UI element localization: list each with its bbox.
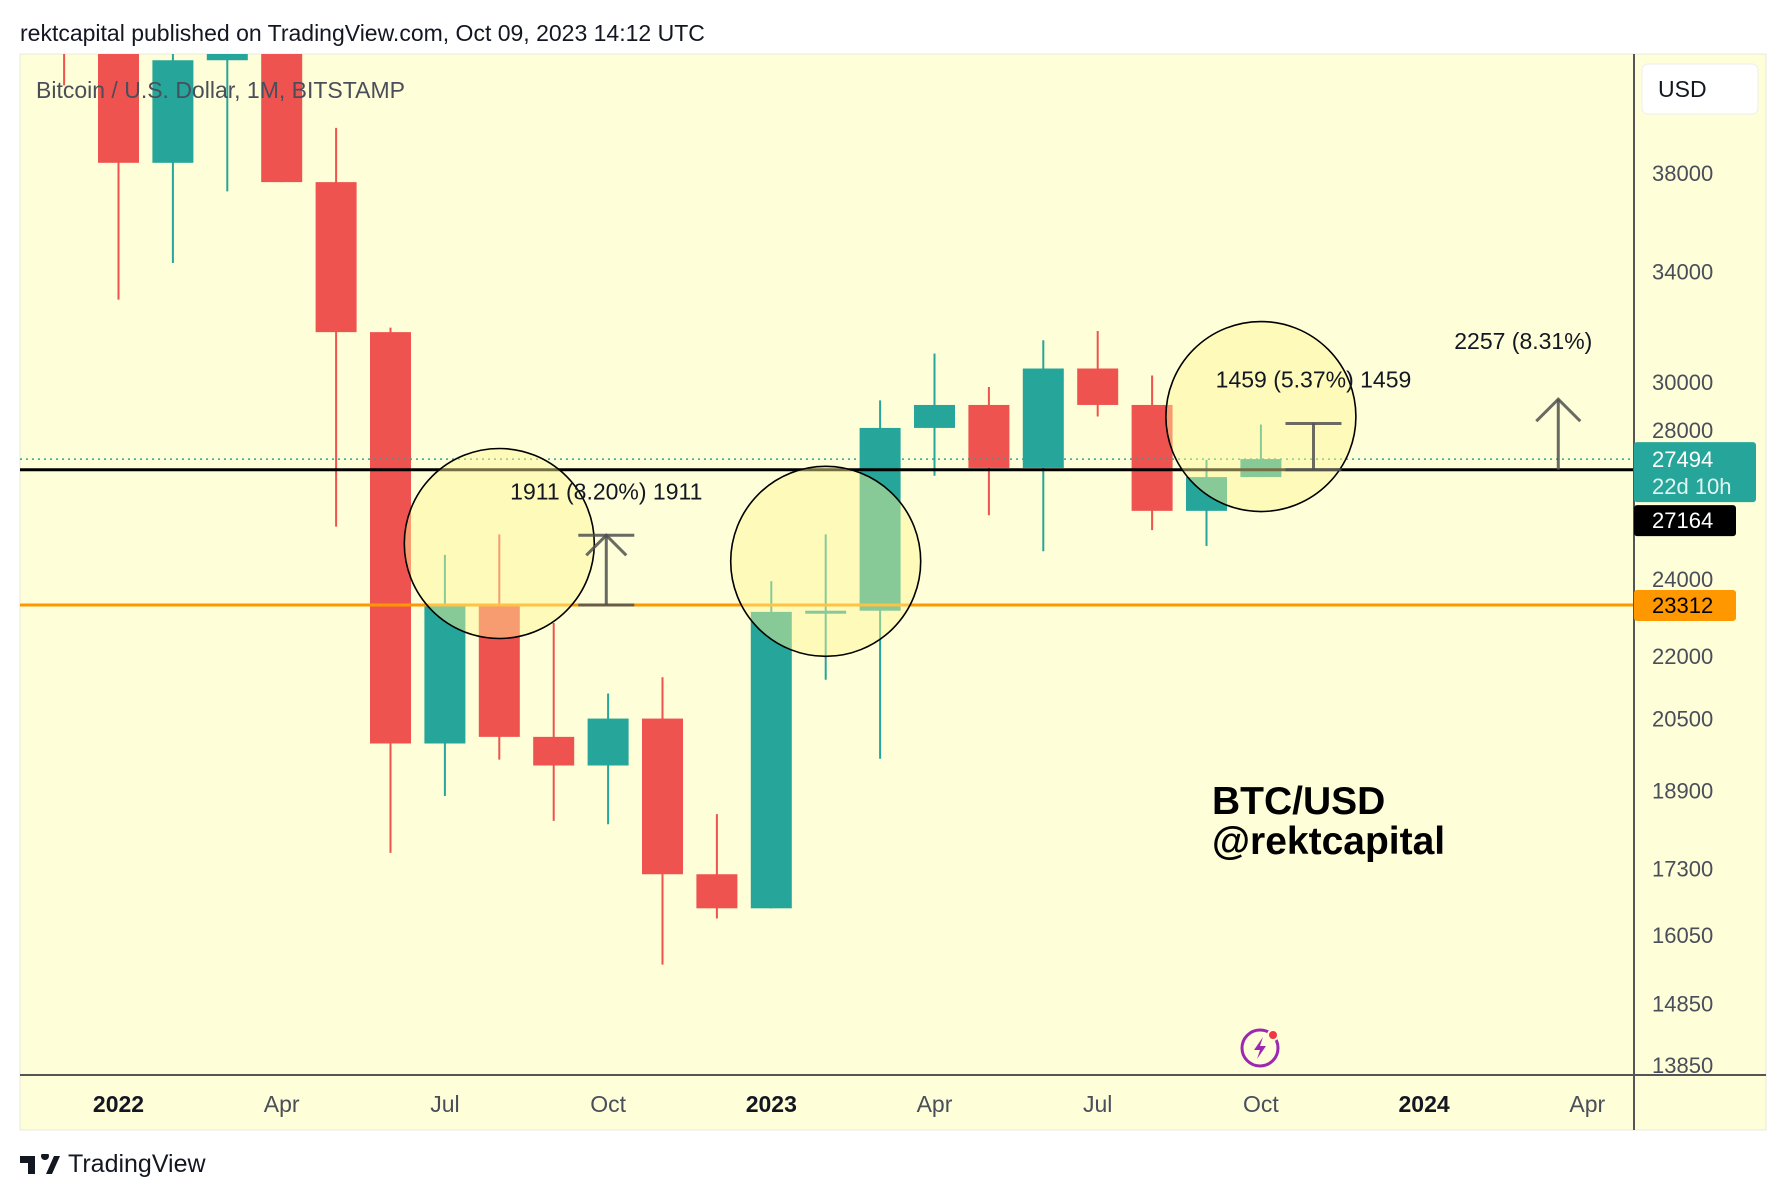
annotation-circle — [403, 447, 596, 640]
candle-body — [261, 54, 303, 183]
candle-body — [424, 603, 466, 744]
measure-label: 2257 (8.31%) — [1454, 328, 1592, 354]
time-tick-label: Apr — [264, 1091, 300, 1117]
tradingview-logo-icon — [20, 1153, 60, 1174]
tradingview-brand: TradingView — [68, 1150, 206, 1178]
candle — [478, 534, 520, 760]
candle — [1022, 340, 1064, 552]
lightning-icon[interactable] — [1240, 1028, 1280, 1068]
measure-label: 1459 (5.37%) 1459 — [1216, 367, 1412, 393]
candle — [315, 127, 357, 527]
price-line-label: 27164 — [1652, 508, 1713, 533]
time-tick-label: 2022 — [93, 1091, 144, 1117]
candle — [1077, 331, 1119, 417]
candle — [152, 54, 194, 264]
candle-body — [642, 718, 683, 875]
time-tick-label: Oct — [1243, 1091, 1279, 1117]
candle — [914, 353, 955, 476]
candle-body — [315, 182, 357, 333]
candle-body — [478, 603, 520, 737]
price-line-badge — [1634, 505, 1736, 537]
price-tick-label: 34000 — [1652, 259, 1713, 284]
price-tick-label: 17300 — [1652, 857, 1713, 882]
price-line-badge — [1634, 589, 1736, 621]
measurement: 1459 (5.37%) 1459 — [1216, 367, 1412, 472]
time-tick-label: Jul — [430, 1091, 459, 1117]
symbol-title: Bitcoin / U.S. Dollar, 1M, BITSTAMP — [36, 77, 405, 103]
currency-button[interactable]: USD — [1641, 63, 1759, 115]
candle — [533, 623, 575, 821]
candle-body — [1240, 459, 1282, 478]
time-tick-label: 2023 — [746, 1091, 797, 1117]
candle-body — [533, 736, 575, 766]
time-tick-label: Apr — [917, 1091, 953, 1117]
arrow-head-icon — [1535, 397, 1582, 423]
candle-body — [914, 404, 955, 428]
measurement: 1911 (8.20%) 1911 — [510, 478, 702, 607]
annotation-circles — [403, 320, 1357, 658]
candles — [63, 54, 1282, 965]
tradingview-logo[interactable]: TradingView — [20, 1150, 206, 1179]
candle-body — [98, 54, 139, 163]
candle-body — [805, 610, 847, 614]
candle-body — [1022, 368, 1064, 468]
price-tick-label: 18900 — [1652, 778, 1713, 803]
candle — [206, 54, 248, 192]
watermark-line2: @rektcapital — [1212, 820, 1445, 863]
price-tick-label: 14850 — [1652, 992, 1713, 1017]
candle-body — [750, 611, 792, 909]
countdown-label: 22d 10h — [1652, 474, 1732, 499]
candle — [261, 54, 303, 183]
measurements: 1911 (8.20%) 1911 1459 (5.37%) 1459 2257 (… — [510, 328, 1592, 607]
price-tick-label: 28000 — [1652, 418, 1713, 443]
time-tick-label: Jul — [1083, 1091, 1112, 1117]
time-tick-label: Oct — [590, 1091, 626, 1117]
price-tick-label: 13850 — [1652, 1053, 1713, 1078]
candle — [750, 581, 792, 909]
candle-body — [152, 60, 194, 163]
measure-label: 1911 (8.20%) 1911 — [510, 478, 702, 504]
publish-info: rektcapital published on TradingView.com… — [20, 20, 705, 46]
price-tick-label: 22000 — [1652, 644, 1713, 669]
price-tick-label: 38000 — [1652, 161, 1713, 186]
candle-body — [587, 718, 629, 766]
measurement: 2257 (8.31%) — [1454, 328, 1592, 470]
candle-body — [206, 54, 248, 61]
last-price-label: 27494 — [1652, 447, 1713, 472]
candle-body — [1077, 368, 1119, 405]
price-tick-label: 20500 — [1652, 707, 1713, 732]
candle — [642, 677, 683, 965]
last-price-badge — [1634, 442, 1756, 503]
currency-label: USD — [1658, 76, 1707, 102]
annotation-circle — [1165, 320, 1357, 513]
candle — [98, 54, 139, 300]
time-axis[interactable]: 2022 Apr Jul Oct 2023 Apr Jul Oct 2024 Apr — [93, 1091, 1606, 1117]
watermark-line1: BTC/USD — [1212, 780, 1385, 823]
time-tick-label: 2024 — [1399, 1091, 1450, 1117]
candle-body — [968, 404, 1010, 468]
arrow-head-icon — [585, 533, 628, 557]
candle — [859, 400, 901, 759]
candle-body — [696, 874, 738, 909]
candle — [968, 386, 1010, 516]
horizontal-lines — [20, 458, 1634, 607]
candle — [696, 814, 738, 919]
price-line-label: 23312 — [1652, 593, 1713, 618]
candle — [587, 693, 629, 825]
annotation-circle — [729, 465, 922, 658]
price-tick-label: 16050 — [1652, 923, 1713, 948]
price-tick-label: 24000 — [1652, 567, 1713, 592]
candle — [805, 534, 847, 680]
time-tick-label: Apr — [1569, 1091, 1605, 1117]
price-axis[interactable]: 38000 34000 30000 28000 24000 22000 20500 18900… — [1652, 161, 1713, 1078]
candle — [424, 554, 466, 797]
price-tick-label: 30000 — [1652, 370, 1713, 395]
